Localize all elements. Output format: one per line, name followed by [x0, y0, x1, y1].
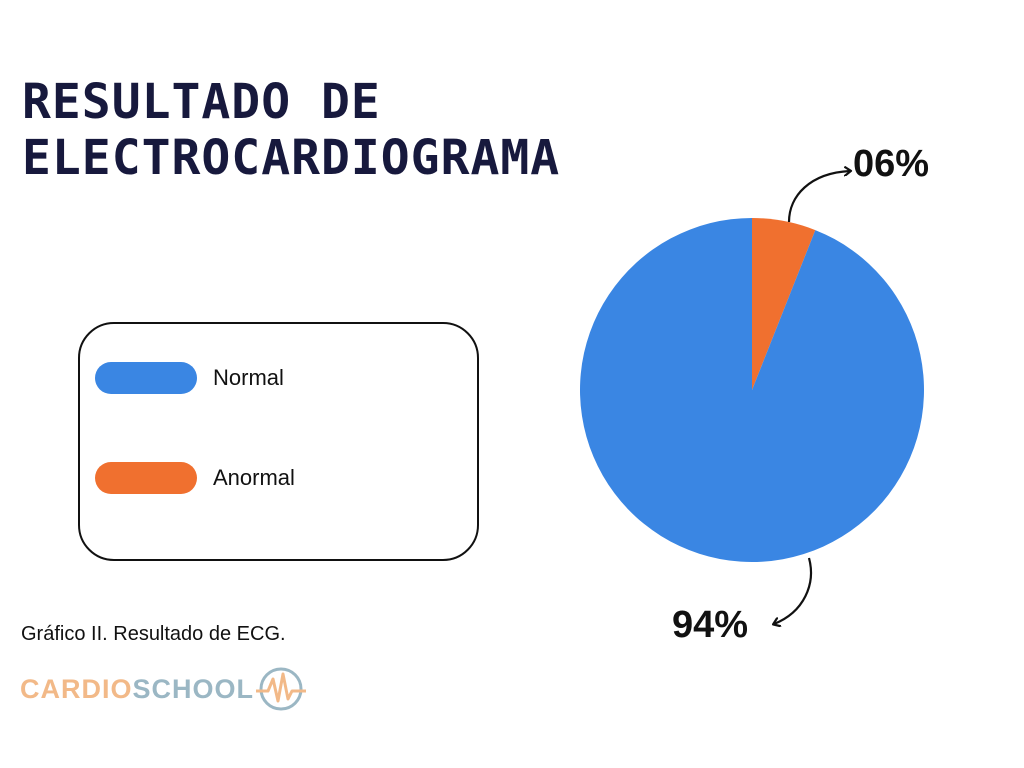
arrow-normal: [774, 557, 813, 624]
legend-item-anormal: Anormal: [95, 462, 295, 494]
legend-swatch-anormal: [95, 462, 197, 494]
arrow-anormal: [787, 171, 850, 223]
figure-caption: Gráfico II. Resultado de ECG.: [21, 623, 286, 645]
data-label-anormal: 06%: [853, 143, 930, 185]
title-line-2: ELECTROCARDIOGRAMA: [22, 130, 561, 186]
heartbeat-icon: [256, 667, 307, 711]
title-line-1: RESULTADO DE: [22, 74, 381, 130]
pie-slice-normal: [580, 218, 924, 562]
legend-item-normal: Normal: [95, 362, 284, 394]
page-title: RESULTADO DE ELECTROCARDIOGRAMA: [22, 74, 560, 186]
legend-swatch-normal: [95, 362, 197, 394]
legend-label-normal: Normal: [213, 365, 284, 390]
brand-logo: CARDIO SCHOOL: [20, 664, 307, 714]
pie-chart: [580, 140, 924, 660]
logo-text-school: SCHOOL: [132, 673, 255, 704]
logo-text-cardio: CARDIO: [20, 673, 133, 704]
pie-slice-anormal: [752, 218, 816, 390]
data-label-normal: 94%: [672, 604, 749, 646]
legend-label-anormal: Anormal: [213, 465, 295, 490]
chart-legend: Normal Anormal: [78, 322, 479, 561]
